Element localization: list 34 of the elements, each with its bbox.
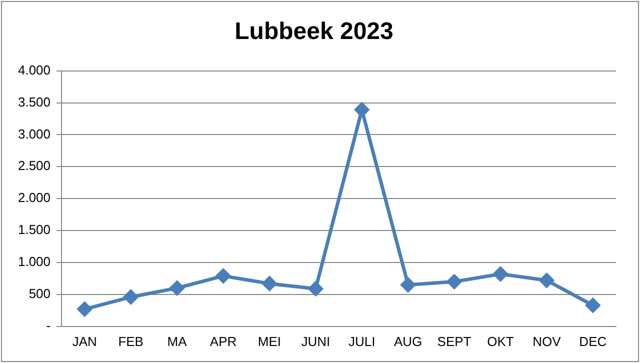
y-tick-label: 500 (28, 286, 51, 302)
point (262, 276, 277, 291)
x-tick-label: FEB (118, 334, 144, 349)
y-tick-label: 2.000 (18, 190, 51, 206)
point (170, 280, 184, 296)
point (216, 268, 230, 284)
x-tick-label: OKT (487, 334, 514, 349)
point (539, 273, 554, 288)
x-tick-label: MA (167, 334, 188, 349)
y-tick-label: 2.500 (18, 158, 51, 174)
x-tick-label: AUG (394, 334, 422, 349)
point (400, 278, 416, 292)
x-tick-label: JUNI (301, 334, 330, 349)
y-tick-label: 3.500 (18, 94, 51, 110)
y-tick-label: 1.000 (18, 254, 51, 270)
x-tick-label: JULI (348, 334, 376, 349)
x-tick-label: JAN (72, 334, 97, 349)
point (493, 266, 508, 282)
point (447, 274, 462, 289)
y-tick-label: - (46, 318, 51, 333)
y-tick-label: 4.000 (18, 62, 51, 78)
x-tick-label: APR (210, 334, 237, 349)
point (354, 102, 370, 118)
x-tick-label: NOV (532, 334, 562, 349)
point (308, 281, 323, 296)
x-tick-label: MEI (258, 334, 282, 349)
x-tick-label: DEC (579, 334, 607, 349)
x-tick-label: SEPT (437, 334, 472, 349)
point (77, 302, 92, 316)
point (124, 290, 138, 304)
y-tick-label: 1.500 (18, 222, 51, 238)
y-tick-label: 3.000 (18, 126, 51, 142)
point (586, 298, 600, 313)
chart-title: Lubbeek 2023 (234, 18, 394, 46)
